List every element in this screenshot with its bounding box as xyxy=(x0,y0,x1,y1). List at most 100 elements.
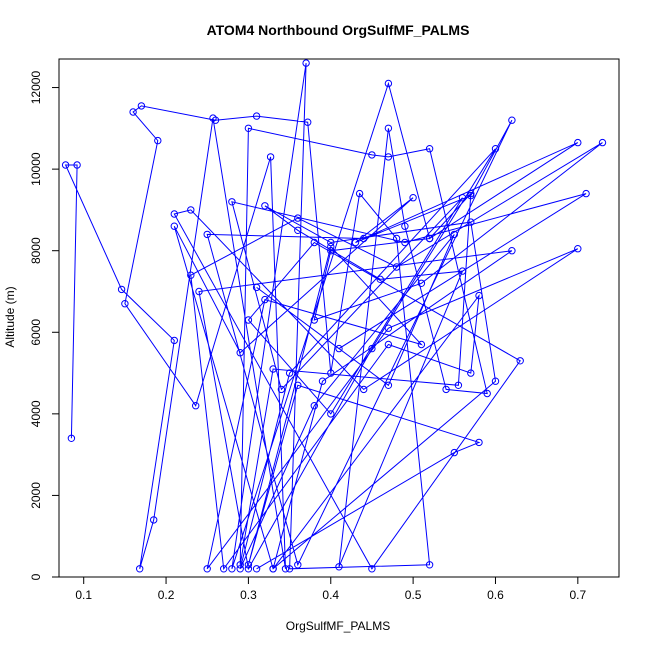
data-point xyxy=(417,340,426,349)
data-point xyxy=(401,222,409,230)
data-point xyxy=(285,565,294,573)
data-point xyxy=(294,214,302,222)
data-point xyxy=(582,189,590,198)
data-point xyxy=(211,116,220,124)
data-point xyxy=(384,340,393,349)
data-point xyxy=(491,377,500,385)
data-point xyxy=(327,247,335,255)
data-point xyxy=(154,136,162,145)
data-point xyxy=(228,565,236,573)
data-point xyxy=(335,563,343,571)
data-point xyxy=(368,565,376,573)
data-point xyxy=(252,112,261,120)
data-point xyxy=(236,349,244,357)
data-point xyxy=(236,561,244,569)
y-tick-label: 12000 xyxy=(29,71,43,105)
data-point xyxy=(129,108,137,116)
data-point xyxy=(483,389,491,398)
data-point xyxy=(355,189,364,198)
data-point xyxy=(150,516,158,524)
data-point xyxy=(244,124,253,133)
data-point xyxy=(409,194,417,202)
data-point xyxy=(508,247,516,255)
data-point xyxy=(574,245,582,253)
x-tick-label: 0.7 xyxy=(569,588,586,602)
data-point xyxy=(209,114,217,122)
data-point xyxy=(450,230,458,239)
data-point xyxy=(508,116,516,124)
data-point xyxy=(384,124,393,133)
x-tick-label: 0.2 xyxy=(158,588,175,602)
chart-title: ATOM4 Northbound OrgSulfMF_PALMS xyxy=(207,22,470,38)
data-point xyxy=(203,230,211,239)
data-point xyxy=(117,285,126,294)
data-point xyxy=(458,267,467,275)
data-point xyxy=(491,145,500,153)
x-tick-label: 0.6 xyxy=(487,588,504,602)
data-point xyxy=(384,153,393,161)
data-point xyxy=(425,234,434,243)
data-point xyxy=(277,385,286,394)
data-point xyxy=(195,287,203,296)
data-point xyxy=(302,59,310,67)
x-tick-label: 0.3 xyxy=(240,588,257,602)
data-point xyxy=(574,138,582,147)
data-point xyxy=(401,238,409,247)
data-point xyxy=(310,238,318,247)
data-point xyxy=(368,151,376,159)
data-point xyxy=(281,565,290,573)
data-point xyxy=(392,263,401,271)
data-point xyxy=(454,381,463,389)
data-point xyxy=(467,189,475,198)
data-point xyxy=(285,369,294,377)
data-point xyxy=(310,316,318,324)
y-tick-label: 0 xyxy=(29,573,43,580)
data-point xyxy=(327,410,335,418)
data-point xyxy=(192,402,200,410)
series-layer xyxy=(61,59,607,573)
series-line xyxy=(64,63,603,571)
data-point xyxy=(228,198,236,206)
data-point xyxy=(475,291,483,300)
data-point xyxy=(417,279,426,287)
y-tick-label: 4000 xyxy=(29,400,43,427)
x-axis-label: OrgSulfMF_PALMS xyxy=(286,619,390,633)
x-tick-label: 0.1 xyxy=(75,588,92,602)
data-point xyxy=(475,438,483,447)
data-point xyxy=(327,242,335,251)
data-point xyxy=(269,365,277,373)
data-point xyxy=(327,238,335,247)
data-point xyxy=(327,369,335,377)
data-point xyxy=(244,316,253,324)
x-tick-label: 0.5 xyxy=(405,588,422,602)
data-point xyxy=(269,565,277,573)
y-tick-label: 10000 xyxy=(29,152,43,186)
data-point xyxy=(73,161,81,169)
data-point xyxy=(121,300,129,308)
data-point xyxy=(261,202,269,210)
data-point xyxy=(266,153,275,161)
data-point xyxy=(252,283,261,292)
data-point xyxy=(170,210,179,218)
data-point xyxy=(384,381,393,389)
y-tick-label: 6000 xyxy=(29,319,43,346)
x-tick-label: 0.4 xyxy=(322,588,339,602)
data-point xyxy=(392,234,401,243)
data-point xyxy=(310,402,318,410)
x-axis: 0.1 0.2 0.3 0.4 0.5 0.6 0.7 xyxy=(75,577,586,602)
data-point xyxy=(335,344,343,353)
data-point xyxy=(384,324,393,332)
y-axis: 0 2000 4000 6000 8000 10000 12000 xyxy=(29,71,59,580)
data-point xyxy=(304,118,312,126)
data-point xyxy=(376,275,384,283)
data-point xyxy=(384,79,393,88)
data-point xyxy=(425,145,434,153)
data-point xyxy=(252,565,261,573)
data-point xyxy=(351,238,360,247)
data-point xyxy=(360,385,368,394)
data-point xyxy=(516,357,524,365)
data-point xyxy=(442,385,450,394)
data-point xyxy=(425,561,434,569)
data-point xyxy=(294,561,302,569)
